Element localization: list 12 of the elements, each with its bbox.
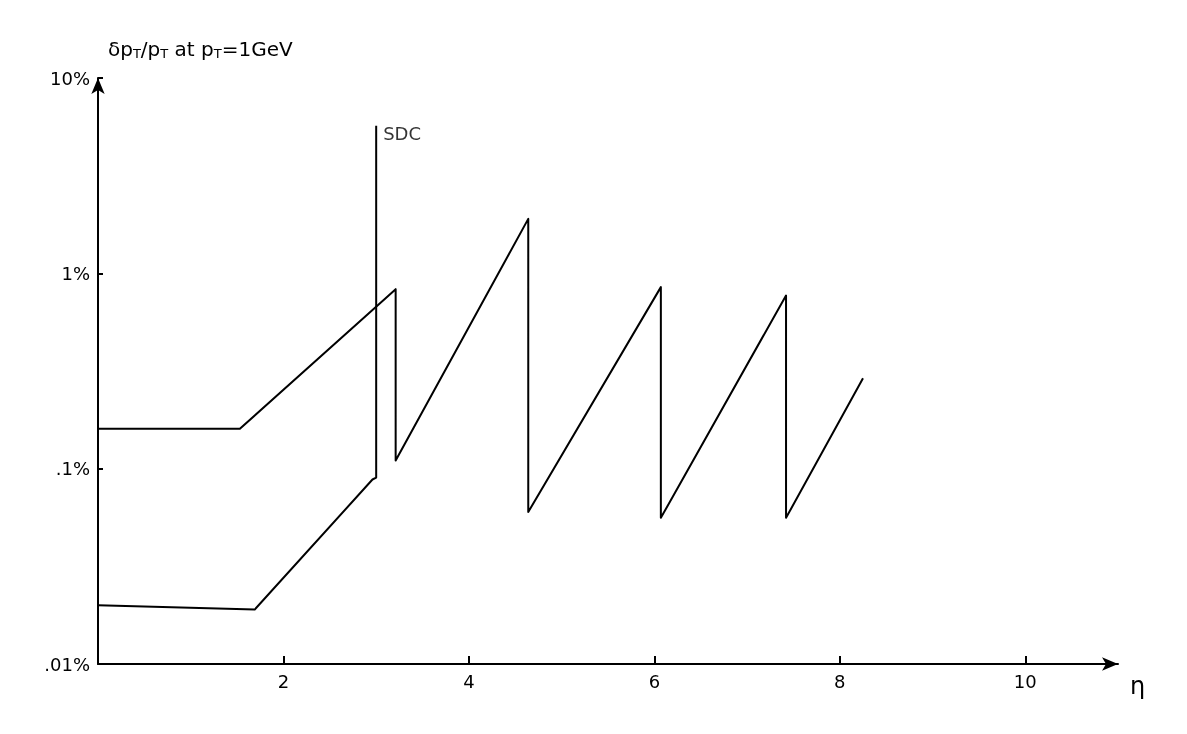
- y-tick-label: .1%: [55, 458, 90, 480]
- x-tick-label: 4: [463, 670, 475, 692]
- x-tick-label: 6: [648, 670, 661, 692]
- annotation: SDC: [383, 123, 422, 145]
- x-axis-title: η: [1130, 672, 1146, 700]
- y-tick-label: 10%: [49, 67, 90, 89]
- y-tick-label: .01%: [44, 653, 90, 675]
- y-tick-label: 1%: [61, 262, 90, 284]
- x-tick-label: 10: [1013, 670, 1037, 692]
- x-tick-label: 8: [834, 670, 846, 692]
- x-tick-label: 2: [277, 670, 290, 692]
- y-axis-title: δpT/pT at pT=1GeV: [108, 36, 293, 61]
